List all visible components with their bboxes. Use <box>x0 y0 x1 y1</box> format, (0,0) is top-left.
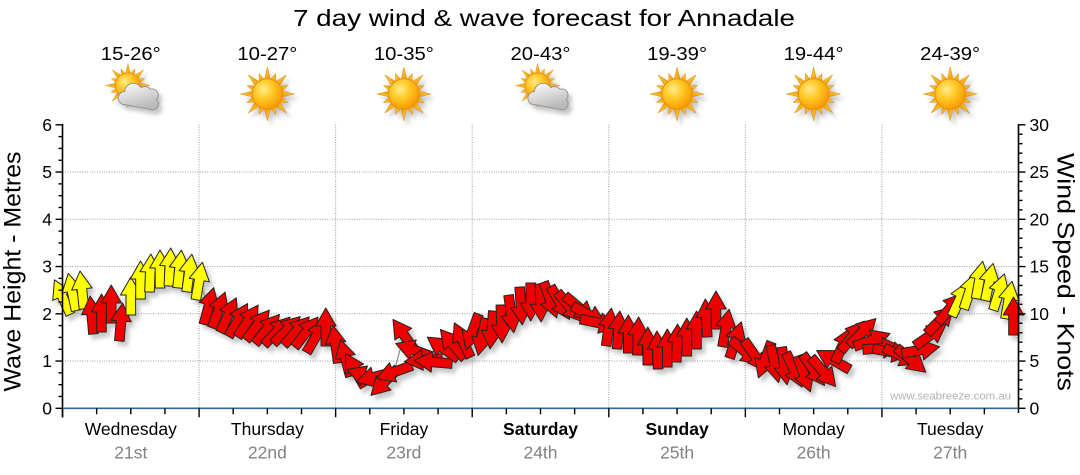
svg-text:1: 1 <box>42 351 52 371</box>
svg-text:Sunday: Sunday <box>645 419 708 439</box>
svg-text:Monday: Monday <box>782 419 845 439</box>
svg-text:10-27°: 10-27° <box>237 44 297 64</box>
svg-text:10: 10 <box>1030 304 1050 324</box>
svg-text:15-26°: 15-26° <box>101 44 161 64</box>
svg-text:4: 4 <box>42 209 52 229</box>
svg-text:20-43°: 20-43° <box>511 44 571 64</box>
svg-text:22nd: 22nd <box>248 443 287 463</box>
svg-text:6: 6 <box>42 115 52 135</box>
svg-text:20: 20 <box>1030 209 1050 229</box>
svg-text:30: 30 <box>1030 115 1050 135</box>
svg-text:7 day wind & wave forecast for: 7 day wind & wave forecast for Annadale <box>293 5 795 31</box>
svg-text:5: 5 <box>42 162 52 182</box>
svg-text:3: 3 <box>42 257 52 277</box>
svg-text:21st: 21st <box>114 443 147 463</box>
svg-text:26th: 26th <box>797 443 831 463</box>
svg-text:0: 0 <box>42 398 52 418</box>
svg-text:Thursday: Thursday <box>231 419 304 439</box>
svg-text:27th: 27th <box>933 443 967 463</box>
svg-text:10-35°: 10-35° <box>374 44 434 64</box>
svg-text:Wind Speed - Knots: Wind Speed - Knots <box>1052 153 1079 391</box>
svg-text:24-39°: 24-39° <box>920 44 980 64</box>
svg-text:23rd: 23rd <box>386 443 421 463</box>
svg-text:Wednesday: Wednesday <box>85 419 177 439</box>
svg-text:25: 25 <box>1030 162 1049 182</box>
svg-text:15: 15 <box>1030 257 1049 277</box>
svg-text:19-39°: 19-39° <box>647 44 707 64</box>
svg-text:0: 0 <box>1030 398 1040 418</box>
svg-text:2: 2 <box>42 304 52 324</box>
svg-text:24th: 24th <box>523 443 557 463</box>
svg-text:Tuesday: Tuesday <box>917 419 984 439</box>
svg-text:Wave Height - Metres: Wave Height - Metres <box>0 152 27 392</box>
svg-text:Friday: Friday <box>380 419 429 439</box>
svg-text:Saturday: Saturday <box>503 419 578 439</box>
svg-text:www.seabreeze.com.au: www.seabreeze.com.au <box>889 391 1011 403</box>
svg-text:25th: 25th <box>660 443 694 463</box>
svg-text:5: 5 <box>1030 351 1040 371</box>
svg-text:19-44°: 19-44° <box>784 44 844 64</box>
